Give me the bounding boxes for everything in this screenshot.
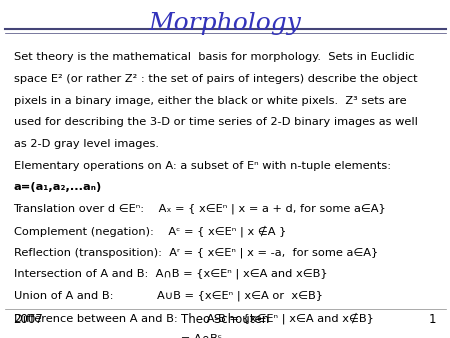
Text: Intersection of A and B:  A∩B = {x∈Eⁿ | x∈A and x∈B}: Intersection of A and B: A∩B = {x∈Eⁿ | x… <box>14 269 327 279</box>
Text: Set theory is the mathematical  basis for morphology.  Sets in Euclidic: Set theory is the mathematical basis for… <box>14 52 414 63</box>
Text: space E² (or rather Z² : the set of pairs of integers) describe the object: space E² (or rather Z² : the set of pair… <box>14 74 417 84</box>
Text: = A∩Bᶜ: = A∩Bᶜ <box>14 334 221 338</box>
Text: Difference between A and B:        A-B = {x∈Eⁿ | x∈A and x∉B}: Difference between A and B: A-B = {x∈Eⁿ … <box>14 312 373 324</box>
Text: 2007: 2007 <box>14 313 43 325</box>
Text: as 2-D gray level images.: as 2-D gray level images. <box>14 139 158 149</box>
Text: Theo Schouten: Theo Schouten <box>181 313 269 325</box>
Text: Reflection (transposition):  Aʳ = { x∈Eⁿ | x = -a,  for some a∈A}: Reflection (transposition): Aʳ = { x∈Eⁿ … <box>14 247 378 258</box>
Text: Elementary operations on A: a subset of Eⁿ with n-tuple elements:: Elementary operations on A: a subset of … <box>14 161 391 171</box>
Text: a=(a₁,a₂,...aₙ): a=(a₁,a₂,...aₙ) <box>14 182 102 192</box>
Text: pixels in a binary image, either the black or white pixels.  Z³ sets are: pixels in a binary image, either the bla… <box>14 96 406 106</box>
Text: Morphology: Morphology <box>148 12 302 35</box>
Text: Complement (negation):    Aᶜ = { x∈Eⁿ | x ∉A }: Complement (negation): Aᶜ = { x∈Eⁿ | x ∉… <box>14 225 286 237</box>
Text: Translation over d ∈Eⁿ:    Aₓ = { x∈Eⁿ | x = a + d, for some a∈A}: Translation over d ∈Eⁿ: Aₓ = { x∈Eⁿ | x … <box>14 204 386 214</box>
Text: Union of A and B:            A∪B = {x∈Eⁿ | x∈A or  x∈B}: Union of A and B: A∪B = {x∈Eⁿ | x∈A or x… <box>14 290 323 301</box>
Text: used for describing the 3-D or time series of 2-D binary images as well: used for describing the 3-D or time seri… <box>14 117 418 127</box>
Text: 1: 1 <box>429 313 436 325</box>
